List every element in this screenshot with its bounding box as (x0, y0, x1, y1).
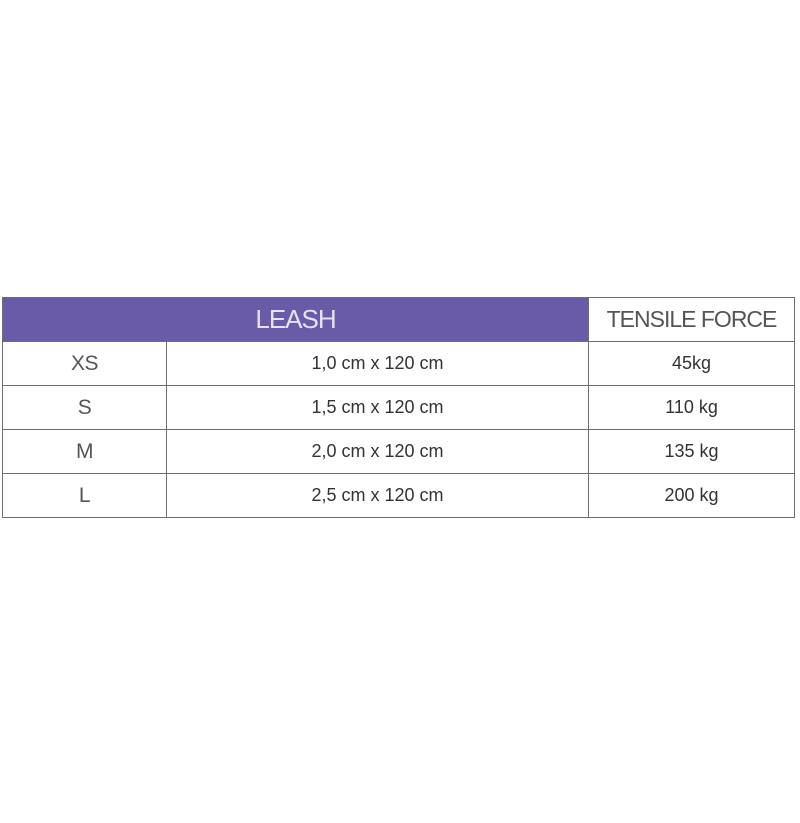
header-row: LEASH TENSILE FORCE (1, 297, 796, 342)
dimensions-cell: 1,0 cm x 120 cm (165, 341, 590, 386)
table-row: S 1,5 cm x 120 cm 110 kg (2, 385, 796, 430)
dimensions-cell: 2,0 cm x 120 cm (165, 429, 590, 474)
table-row: XS 1,0 cm x 120 cm 45kg (2, 341, 796, 386)
leash-size-table: LEASH TENSILE FORCE XS 1,0 cm x 120 cm 4… (1, 297, 796, 518)
force-cell: 200 kg (588, 473, 796, 518)
size-cell: M (2, 429, 167, 474)
dimensions-cell: 2,5 cm x 120 cm (165, 473, 590, 518)
size-cell: L (2, 473, 167, 518)
force-cell: 45kg (588, 341, 796, 386)
header-tensile-force: TENSILE FORCE (588, 297, 796, 342)
table-row: L 2,5 cm x 120 cm 200 kg (2, 473, 796, 518)
force-cell: 135 kg (588, 429, 796, 474)
size-cell: XS (2, 341, 167, 386)
table-row: M 2,0 cm x 120 cm 135 kg (2, 429, 796, 474)
header-leash: LEASH (1, 297, 590, 342)
force-cell: 110 kg (588, 385, 796, 430)
size-cell: S (2, 385, 167, 430)
dimensions-cell: 1,5 cm x 120 cm (165, 385, 590, 430)
